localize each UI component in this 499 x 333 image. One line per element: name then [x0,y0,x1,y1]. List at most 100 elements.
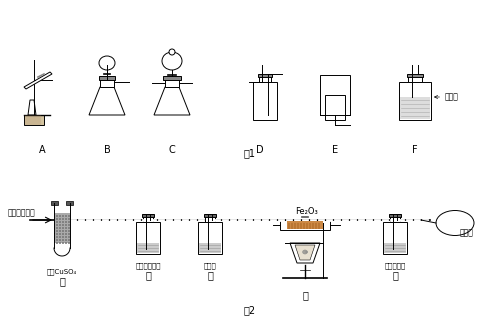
Circle shape [306,223,308,225]
Circle shape [62,224,64,226]
Circle shape [62,218,64,220]
Circle shape [169,49,175,55]
Circle shape [303,227,305,229]
Bar [143,214,153,222]
Text: 甲: 甲 [59,276,65,286]
Circle shape [297,225,299,227]
Polygon shape [28,100,36,115]
Circle shape [62,242,64,244]
Circle shape [56,218,58,220]
Text: C: C [169,145,175,155]
Circle shape [65,233,67,235]
Bar [325,95,345,120]
Text: 戊: 戊 [392,270,398,280]
Circle shape [315,225,317,227]
Circle shape [62,227,64,229]
Circle shape [294,225,296,227]
Circle shape [59,224,61,226]
Bar [204,214,216,217]
Circle shape [56,233,58,235]
Circle shape [56,236,58,238]
Bar [408,76,422,82]
Polygon shape [24,72,52,89]
Circle shape [68,218,70,220]
Circle shape [56,239,58,241]
Text: 图1: 图1 [244,148,256,158]
Bar [259,76,271,82]
Circle shape [315,227,317,229]
Circle shape [68,224,70,226]
Circle shape [65,227,67,229]
Circle shape [62,236,64,238]
Bar [407,74,423,77]
Circle shape [312,225,314,227]
Circle shape [65,236,67,238]
Circle shape [65,239,67,241]
Circle shape [291,223,293,225]
Circle shape [288,227,290,229]
Ellipse shape [99,56,115,70]
Polygon shape [89,87,125,115]
Circle shape [303,225,305,227]
Bar [66,201,73,205]
Bar [400,97,430,119]
Circle shape [318,227,320,229]
Circle shape [56,227,58,229]
Bar [280,220,330,230]
Bar [198,222,222,254]
Text: 大气球: 大气球 [460,228,474,237]
Text: E: E [332,145,338,155]
Circle shape [68,236,70,238]
Circle shape [59,215,61,217]
Bar [389,214,401,217]
Circle shape [65,242,67,244]
Bar [390,214,400,222]
Circle shape [68,221,70,223]
Text: 浓硫酸: 浓硫酸 [435,93,459,102]
Circle shape [294,227,296,229]
Circle shape [291,227,293,229]
Circle shape [62,239,64,241]
Bar [99,76,115,80]
Circle shape [59,236,61,238]
Circle shape [312,227,314,229]
Circle shape [59,233,61,235]
Circle shape [303,223,305,225]
Circle shape [56,230,58,232]
Circle shape [62,221,64,223]
Bar [100,79,114,87]
Bar [55,213,70,243]
Circle shape [59,221,61,223]
Bar [136,222,160,254]
Circle shape [56,224,58,226]
Circle shape [65,230,67,232]
Circle shape [62,230,64,232]
Polygon shape [295,245,315,260]
Text: 丁: 丁 [302,290,308,300]
Bar [24,115,44,125]
Text: F: F [412,145,418,155]
Circle shape [68,227,70,229]
Circle shape [315,223,317,225]
Circle shape [309,223,311,225]
Text: 浓硫酸: 浓硫酸 [204,262,217,269]
Circle shape [68,239,70,241]
Text: 氢氧化钠溶液: 氢氧化钠溶液 [135,262,161,269]
Circle shape [291,225,293,227]
Circle shape [59,230,61,232]
Polygon shape [154,87,190,115]
Circle shape [68,233,70,235]
Text: A: A [39,145,45,155]
Text: 无水CuSO₄: 无水CuSO₄ [47,268,77,275]
Circle shape [288,223,290,225]
Text: 甲烷燃烧产物: 甲烷燃烧产物 [8,208,36,217]
Bar [399,82,431,120]
Bar [51,201,58,205]
Circle shape [318,223,320,225]
Circle shape [56,221,58,223]
Bar [320,75,350,115]
Circle shape [62,215,64,217]
Text: D: D [256,145,264,155]
Circle shape [62,233,64,235]
Bar [258,74,272,77]
